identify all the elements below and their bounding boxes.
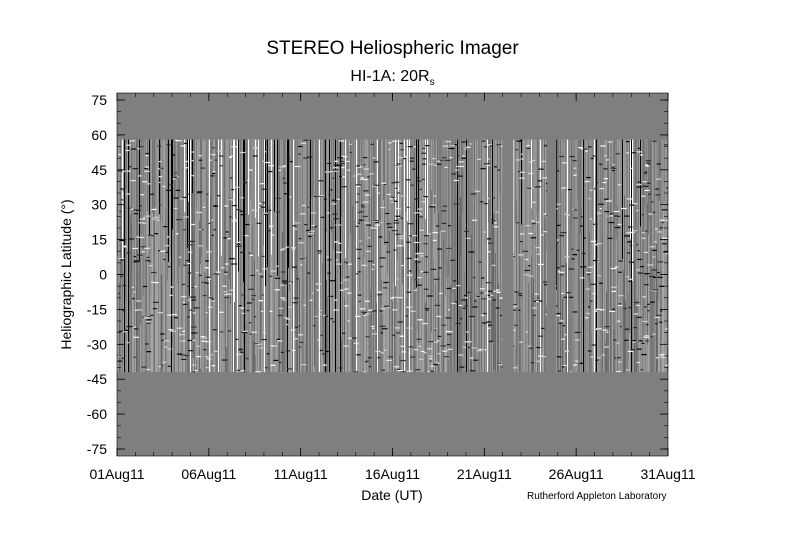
y-tick-label: 30 bbox=[91, 197, 107, 213]
x-tick-label: 26Aug11 bbox=[549, 466, 604, 482]
y-tick-label: 75 bbox=[91, 92, 107, 108]
data-gap-2 bbox=[547, 138, 557, 374]
x-tick-label: 11Aug11 bbox=[274, 466, 328, 482]
y-tick-label: -60 bbox=[87, 406, 107, 422]
x-tick-label: 21Aug11 bbox=[457, 466, 512, 482]
x-tick-label: 31Aug11 bbox=[640, 466, 695, 482]
chart-title: STEREO Heliospheric Imager bbox=[266, 38, 519, 59]
x-tick-label: 01Aug11 bbox=[89, 466, 144, 482]
chart-subtitle: HI-1A: 20Rs bbox=[0, 68, 785, 88]
x-tick-label: 16Aug11 bbox=[365, 466, 420, 482]
credit-label: Rutherford Appleton Laboratory bbox=[527, 491, 667, 502]
data-gap-1 bbox=[502, 138, 514, 374]
subtitle-subscript: s bbox=[429, 77, 435, 89]
x-axis-label: Date (UT) bbox=[361, 487, 422, 503]
y-tick-label: 15 bbox=[91, 232, 107, 248]
x-tick-label: 06Aug11 bbox=[181, 466, 236, 482]
y-axis-label: Heliographic Latitude (°) bbox=[58, 199, 74, 349]
y-tick-label: 45 bbox=[91, 162, 107, 178]
subtitle-text: HI-1A: 20R bbox=[350, 68, 430, 85]
y-tick-label: -30 bbox=[87, 336, 107, 352]
y-tick-label: -15 bbox=[87, 301, 107, 317]
y-tick-label: 0 bbox=[99, 267, 107, 283]
y-tick-label: -75 bbox=[87, 441, 107, 457]
y-tick-label: -45 bbox=[87, 371, 107, 387]
y-tick-label: 60 bbox=[91, 127, 107, 143]
